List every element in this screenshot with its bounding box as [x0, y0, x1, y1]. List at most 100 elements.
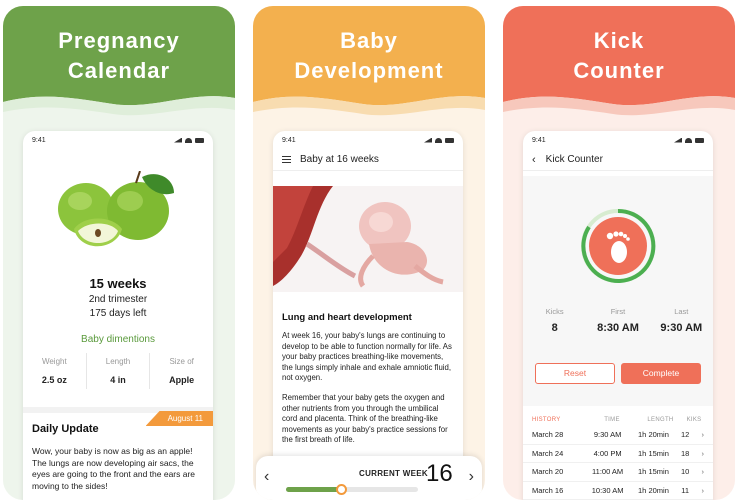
update-date-badge: August 11 — [145, 411, 213, 426]
panel-title: Pregnancy Calendar — [58, 28, 180, 83]
signal-icon — [674, 137, 682, 143]
status-bar: 9:41 — [273, 131, 463, 149]
article-paragraph: At week 16, your baby's lungs are contin… — [282, 331, 452, 382]
stat-value: Apple — [169, 375, 195, 385]
phone-screen: 9:41 15 weeks 2nd trimester 175 days lef… — [23, 131, 213, 500]
daily-update-title: Daily Update — [32, 423, 99, 435]
complete-button[interactable]: Complete — [621, 363, 701, 384]
baby-stats: Weight 2.5 oz Length 4 in Size of Apple — [23, 353, 213, 389]
stat-length: Length 4 in — [87, 353, 151, 389]
stat-label: Last — [674, 307, 689, 316]
stat-label: Length — [105, 357, 131, 366]
status-bar: 9:41 — [23, 131, 213, 149]
stat-label: Kicks — [545, 307, 564, 316]
daily-update-card[interactable]: August 11 Daily Update Wow, your baby is… — [23, 407, 213, 492]
baby-development-panel: Baby Development 9:41 Baby at 16 weeks L… — [253, 6, 485, 500]
panel-title: Kick Counter — [573, 28, 665, 83]
column-header: TIME — [604, 417, 620, 423]
reset-button[interactable]: Reset — [535, 363, 615, 384]
battery-icon — [695, 137, 704, 143]
kick-counter-panel: Kick Counter 9:41 ‹ Kick Counter — [503, 6, 735, 500]
status-bar: 9:41 — [523, 131, 713, 149]
history-time: 11:00 AM — [592, 467, 624, 477]
chevron-left-icon[interactable]: ‹ — [264, 468, 270, 485]
week-progress-fill — [286, 487, 342, 492]
column-header: LENGTH — [647, 417, 674, 423]
current-week-label: CURRENT WEEK — [359, 469, 428, 478]
history-length: 1h 20min — [638, 485, 669, 495]
first-kick-stat: First 8:30 AM — [586, 307, 649, 334]
history-time: 10:30 AM — [591, 485, 624, 495]
panel-banner — [253, 6, 485, 116]
panel-banner — [503, 6, 735, 116]
history-date: March 28 — [532, 430, 564, 440]
wifi-icon — [185, 137, 192, 143]
chevron-right-icon: › — [701, 430, 705, 440]
page-title: Baby at 16 weeks — [300, 154, 379, 165]
app-bar: Baby at 16 weeks — [273, 149, 463, 171]
app-bar: ‹ Kick Counter — [523, 149, 713, 171]
stat-value: 8 — [551, 322, 558, 334]
chevron-right-icon: › — [701, 485, 705, 495]
daily-update-text: Wow, your baby is now as big as an apple… — [32, 446, 196, 491]
panel-title: Baby Development — [294, 28, 444, 83]
hamburger-menu-icon[interactable] — [282, 156, 291, 163]
history-kiks: 18 — [680, 448, 690, 458]
history-length: 1h 15min — [638, 448, 669, 458]
signal-icon — [424, 137, 432, 143]
kick-counter-button[interactable] — [579, 207, 657, 285]
status-time: 9:41 — [32, 136, 46, 144]
kicks-stat: Kicks 8 — [523, 307, 586, 334]
trimester-label: 2nd trimester — [88, 294, 148, 305]
green-apple-image — [58, 171, 174, 247]
days-left-label: 175 days left — [89, 308, 147, 319]
chevron-right-icon[interactable]: › — [468, 468, 474, 485]
history-length: 1h 20min — [638, 430, 669, 440]
current-week-number: 16 — [426, 460, 453, 487]
table-row[interactable]: March 28 9:30 AM 1h 20min 12 › — [523, 426, 713, 445]
history-header: HISTORY TIME LENGTH KIKS — [523, 414, 713, 426]
stat-label: Size of — [169, 357, 194, 366]
chevron-right-icon: › — [701, 467, 705, 477]
battery-icon — [445, 137, 454, 143]
column-header: HISTORY — [532, 417, 561, 423]
phone-screen: 9:41 Baby at 16 weeks Lung and heart dev… — [273, 131, 463, 500]
article-title: Lung and heart development — [282, 312, 412, 323]
stat-value: 4 in — [110, 375, 126, 385]
wifi-icon — [435, 137, 442, 143]
history-kiks: 12 — [680, 430, 690, 440]
stat-value: 8:30 AM — [597, 322, 639, 334]
history-date: March 24 — [532, 448, 564, 458]
week-count: 15 weeks — [89, 276, 147, 291]
fetus-illustration — [273, 186, 463, 292]
back-arrow-icon[interactable]: ‹ — [532, 153, 536, 166]
stat-label: Weight — [41, 357, 67, 366]
history-time: 4:00 PM — [593, 448, 622, 458]
history-kiks: 11 — [681, 485, 689, 495]
history-date: March 20 — [532, 467, 564, 477]
history-time: 9:30 AM — [593, 430, 622, 440]
wifi-icon — [685, 137, 692, 143]
stat-value: 9:30 AM — [660, 322, 703, 334]
battery-icon — [195, 137, 204, 143]
stat-value: 2.5 oz — [41, 375, 67, 385]
table-row[interactable]: March 16 10:30 AM 1h 20min 11 › — [523, 482, 713, 500]
table-row[interactable]: March 24 4:00 PM 1h 15min 18 › — [523, 445, 713, 463]
week-slider-handle[interactable] — [336, 484, 348, 495]
history-date: March 16 — [532, 485, 564, 495]
stat-weight: Weight 2.5 oz — [23, 353, 87, 389]
article-paragraph: Remember that your baby gets the oxygen … — [282, 393, 448, 444]
page-title: Kick Counter — [545, 154, 603, 165]
stat-label: First — [610, 307, 626, 316]
table-row[interactable]: March 20 11:00 AM 1h 15min 10 › — [523, 463, 713, 482]
history-kiks: 10 — [680, 467, 690, 477]
chevron-right-icon: › — [701, 448, 705, 458]
baby-dimensions-link[interactable]: Baby dimentions — [81, 334, 155, 345]
foot-icon — [606, 231, 630, 263]
phone-screen: 9:41 ‹ Kick Counter Kicks 8 — [523, 131, 713, 500]
week-progress-slider[interactable] — [286, 484, 418, 495]
kick-history-table: HISTORY TIME LENGTH KIKS March 28 9:30 A… — [523, 414, 713, 500]
signal-icon — [174, 137, 182, 143]
last-kick-stat: Last 9:30 AM — [650, 307, 713, 334]
kick-stats: Kicks 8 First 8:30 AM Last 9:30 AM — [523, 307, 713, 334]
